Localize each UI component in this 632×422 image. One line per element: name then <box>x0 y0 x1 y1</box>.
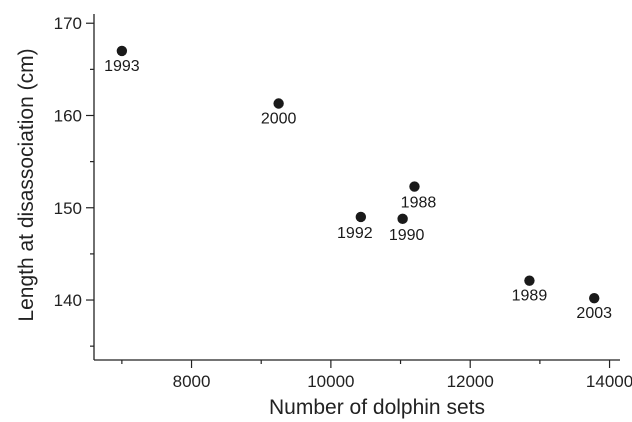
data-point-label: 1993 <box>104 58 140 75</box>
y-tick-label: 150 <box>54 199 82 218</box>
data-point <box>524 275 535 286</box>
data-point-label: 1988 <box>401 195 437 212</box>
x-tick-label: 14000 <box>586 372 632 391</box>
data-point-label: 2000 <box>261 110 297 127</box>
data-point <box>273 98 284 109</box>
y-tick-label: 160 <box>54 106 82 125</box>
data-point <box>397 213 408 225</box>
x-tick-label: 12000 <box>447 372 494 391</box>
y-tick-label: 140 <box>54 291 82 310</box>
x-tick-label: 10000 <box>307 372 354 391</box>
x-tick-label: 8000 <box>173 372 211 391</box>
data-point <box>589 292 600 304</box>
y-axis-title: Length at disassociation (cm) <box>15 48 38 321</box>
data-point <box>116 45 128 57</box>
axes: 140 150 160 170 8000 10000 12000 14000 <box>54 14 632 391</box>
data-point <box>355 211 367 223</box>
data-point <box>409 181 420 192</box>
data-point-label: 2003 <box>576 305 612 322</box>
data-points: 1993 2000 1992 1990 1988 1989 2003 <box>104 45 612 322</box>
y-tick-label: 170 <box>54 14 82 33</box>
data-point-label: 1992 <box>337 225 373 242</box>
x-axis-title: Number of dolphin sets <box>269 396 485 419</box>
data-point-label: 1989 <box>512 288 548 305</box>
data-point-label: 1990 <box>389 227 425 244</box>
